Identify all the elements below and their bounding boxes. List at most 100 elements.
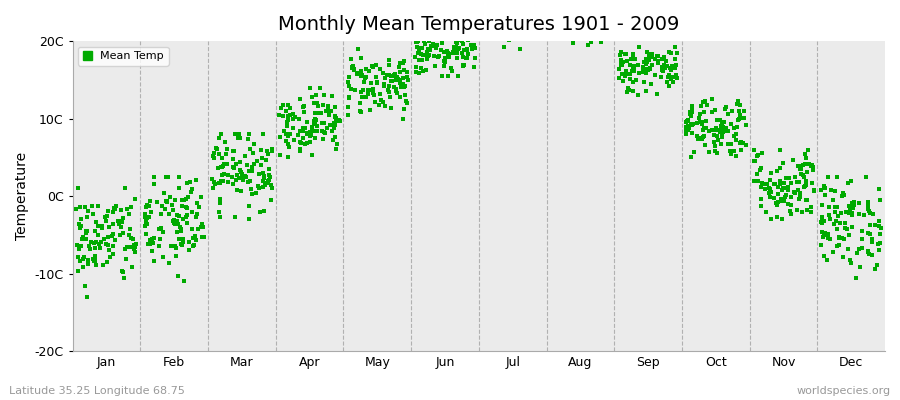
- Point: [213, 195, 228, 202]
- Point: [86, 240, 101, 246]
- Point: [279, 138, 293, 145]
- Point: [806, 188, 821, 194]
- Point: [253, 209, 267, 216]
- Point: [449, 50, 464, 56]
- Point: [459, 55, 473, 61]
- Point: [365, 64, 380, 70]
- Point: [497, 44, 511, 50]
- Point: [194, 224, 208, 230]
- Point: [496, 0, 510, 1]
- Point: [128, 196, 142, 202]
- Point: [590, 24, 604, 30]
- Point: [700, 102, 715, 108]
- Point: [273, 134, 287, 140]
- Point: [257, 182, 272, 188]
- Point: [252, 185, 266, 192]
- Point: [494, 25, 508, 32]
- Point: [736, 140, 751, 146]
- Point: [159, 174, 174, 180]
- Point: [525, 3, 539, 10]
- Point: [817, 253, 832, 259]
- Point: [412, 70, 427, 76]
- Point: [116, 230, 130, 237]
- Point: [316, 101, 330, 108]
- Point: [799, 197, 814, 204]
- Point: [233, 135, 248, 142]
- Point: [441, 50, 455, 57]
- Point: [874, 224, 888, 231]
- Point: [591, 18, 606, 25]
- Point: [328, 120, 342, 126]
- Point: [761, 190, 776, 197]
- Point: [219, 151, 233, 158]
- Point: [414, 64, 428, 71]
- Point: [817, 182, 832, 189]
- Point: [640, 49, 654, 56]
- Point: [547, 0, 562, 5]
- Point: [663, 50, 678, 56]
- Point: [798, 182, 813, 188]
- Point: [796, 172, 811, 178]
- Point: [416, 52, 430, 58]
- Point: [554, 25, 569, 31]
- Point: [159, 198, 174, 204]
- Point: [255, 154, 269, 161]
- Point: [167, 217, 182, 223]
- Point: [715, 122, 729, 128]
- Point: [517, 14, 531, 21]
- Point: [869, 262, 884, 268]
- Point: [512, 0, 526, 6]
- Point: [620, 58, 634, 64]
- Point: [351, 70, 365, 76]
- Point: [76, 264, 90, 270]
- Point: [499, 23, 513, 29]
- Point: [351, 46, 365, 52]
- Point: [140, 220, 154, 227]
- Point: [229, 131, 243, 137]
- Point: [842, 203, 856, 210]
- Point: [182, 239, 196, 245]
- Point: [642, 55, 656, 61]
- Point: [750, 171, 764, 178]
- Point: [840, 226, 854, 232]
- Point: [778, 194, 793, 200]
- Point: [424, 43, 438, 50]
- Point: [117, 274, 131, 281]
- Point: [790, 178, 805, 185]
- Point: [140, 215, 154, 222]
- Point: [719, 125, 733, 131]
- Point: [354, 55, 368, 61]
- Point: [234, 188, 248, 194]
- Point: [614, 62, 628, 68]
- Point: [478, 28, 492, 35]
- Point: [281, 154, 295, 160]
- Point: [156, 254, 170, 260]
- Point: [370, 79, 384, 86]
- Point: [205, 176, 220, 182]
- Point: [580, 28, 595, 35]
- Point: [778, 192, 793, 198]
- Point: [261, 178, 275, 184]
- Point: [601, 1, 616, 7]
- Point: [505, 22, 519, 28]
- Point: [348, 86, 363, 93]
- Point: [220, 161, 234, 167]
- Point: [212, 151, 227, 157]
- Point: [207, 149, 221, 156]
- Point: [626, 67, 641, 74]
- Point: [412, 47, 427, 53]
- Point: [234, 169, 248, 175]
- Point: [124, 234, 139, 241]
- Point: [186, 235, 201, 242]
- Point: [861, 199, 876, 206]
- Point: [861, 230, 876, 236]
- Point: [71, 254, 86, 260]
- Point: [668, 65, 682, 72]
- Point: [752, 167, 767, 173]
- Point: [126, 235, 140, 242]
- Point: [127, 246, 141, 252]
- Point: [693, 119, 707, 125]
- Point: [412, 57, 427, 63]
- Point: [231, 134, 246, 141]
- Point: [168, 253, 183, 259]
